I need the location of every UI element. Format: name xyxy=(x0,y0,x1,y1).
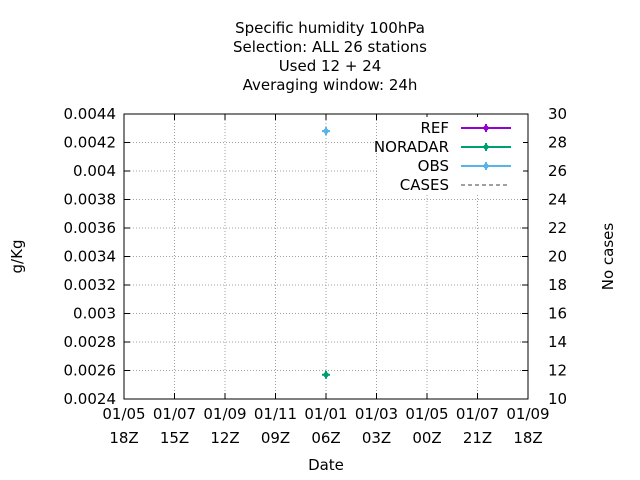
x-tick-label-date: 01/11 xyxy=(254,405,297,423)
title-line: Selection: ALL 26 stations xyxy=(233,38,427,56)
y-tick-label: 0.0024 xyxy=(64,390,117,408)
x-tick-label-date: 01/05 xyxy=(102,405,145,423)
y2-tick-label: 14 xyxy=(548,333,567,351)
x-tick-label-time: 18Z xyxy=(109,429,138,447)
x-tick-label-date: 01/05 xyxy=(405,405,448,423)
legend-background xyxy=(377,117,523,193)
y-tick-label: 0.0034 xyxy=(64,248,117,266)
y2-axis-ticks: 10 12 14 16 18 20 22 24 26 28 30 xyxy=(522,105,567,408)
data-points xyxy=(322,127,330,379)
x-tick-label-time: 21Z xyxy=(463,429,492,447)
y2-tick-label: 30 xyxy=(548,105,567,123)
x-axis-ticks: 01/05 18Z 01/07 15Z 01/09 12Z 01/11 09Z 01/01 06Z… xyxy=(102,114,550,447)
legend-label-noradar: NORADAR xyxy=(374,138,449,156)
x-tick-label-time: 00Z xyxy=(412,429,441,447)
x-tick-label-date: 01/03 xyxy=(355,405,398,423)
y-tick-label: 0.0036 xyxy=(64,219,117,237)
x-tick-label-time: 18Z xyxy=(513,429,542,447)
y2-tick-label: 22 xyxy=(548,219,567,237)
y2-tick-label: 16 xyxy=(548,305,567,323)
x-tick-label-date: 01/09 xyxy=(506,405,549,423)
x-axis-label: Date xyxy=(308,456,344,474)
y-tick-label: 0.003 xyxy=(73,305,116,323)
y-axis-label: g/Kg xyxy=(8,240,26,274)
x-tick-label-date: 01/07 xyxy=(153,405,196,423)
y2-tick-label: 10 xyxy=(548,390,567,408)
title-line: Used 12 + 24 xyxy=(279,57,382,75)
y-tick-label: 0.0044 xyxy=(64,105,117,123)
y-axis-ticks: 0.0024 0.0026 0.0028 0.003 0.0032 0.0034 0.003… xyxy=(64,105,130,408)
x-tick-label-time: 15Z xyxy=(160,429,189,447)
y-tick-label: 0.0032 xyxy=(64,276,117,294)
legend-label-obs: OBS xyxy=(418,157,449,175)
x-tick-label-time: 12Z xyxy=(210,429,239,447)
x-tick-label-time: 06Z xyxy=(311,429,340,447)
y2-tick-label: 12 xyxy=(548,362,567,380)
legend-label-cases: CASES xyxy=(400,176,449,194)
title-line: Averaging window: 24h xyxy=(243,76,418,94)
y2-tick-label: 18 xyxy=(548,276,567,294)
y2-tick-label: 28 xyxy=(548,134,567,152)
x-tick-label-time: 03Z xyxy=(362,429,391,447)
y2-tick-label: 24 xyxy=(548,191,567,209)
y2-tick-label: 26 xyxy=(548,162,567,180)
legend-label-ref: REF xyxy=(420,119,449,137)
y-tick-label: 0.0038 xyxy=(64,191,117,209)
y2-axis-label: No cases xyxy=(599,223,617,291)
x-tick-label-date: 01/09 xyxy=(203,405,246,423)
y-tick-label: 0.004 xyxy=(73,162,116,180)
y2-tick-label: 20 xyxy=(548,248,567,266)
y-tick-label: 0.0028 xyxy=(64,333,117,351)
y-tick-label: 0.0026 xyxy=(64,362,117,380)
y-tick-label: 0.0042 xyxy=(64,134,117,152)
x-tick-label-date: 01/07 xyxy=(456,405,499,423)
x-tick-label-time: 09Z xyxy=(261,429,290,447)
x-tick-label-date: 01/01 xyxy=(304,405,347,423)
title-line: Specific humidity 100hPa xyxy=(235,19,425,37)
